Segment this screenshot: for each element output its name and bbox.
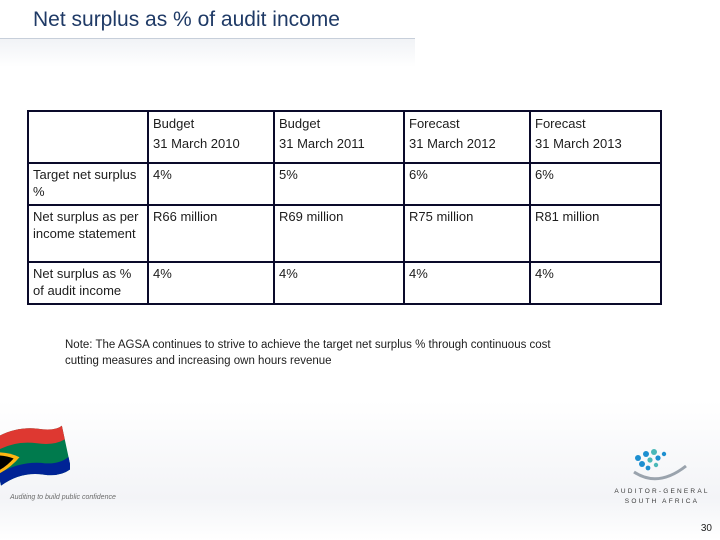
footnote: Note: The AGSA continues to strive to ac… <box>65 339 551 367</box>
table-cell: 6% <box>403 162 531 206</box>
table-cell: R66 million <box>147 204 275 263</box>
header-line1: Forecast <box>409 116 460 131</box>
table-header-row: Budget 31 March 2010 Budget 31 March 2011 … <box>27 110 662 164</box>
logo-text-line2: SOUTH AFRICA <box>624 498 700 505</box>
header-cell: Budget 31 March 2010 <box>147 110 275 164</box>
header-cell: Forecast 31 March 2013 <box>529 110 662 164</box>
table-cell: 4% <box>273 261 405 305</box>
table-cell: 4% <box>529 261 662 305</box>
row-label: Net surplus as per income statement <box>27 204 149 263</box>
agsa-emblem-icon <box>633 449 687 481</box>
table-row: Target net surplus % 4% 5% 6% 6% <box>27 162 662 206</box>
surplus-table: Budget 31 March 2010 Budget 31 March 2011 … <box>27 110 662 305</box>
table-cell: R69 million <box>273 204 405 263</box>
header-line2: 31 March 2013 <box>535 136 622 151</box>
header-empty-cell <box>27 110 149 164</box>
table-row: Net surplus as per income statement R66 … <box>27 204 662 263</box>
table-cell: 6% <box>529 162 662 206</box>
table-cell: 5% <box>273 162 405 206</box>
footer-tagline: Auditing to build public confidence <box>10 494 116 501</box>
slide-title: Net surplus as % of audit income <box>33 8 340 31</box>
header-line1: Budget <box>279 116 321 131</box>
table-cell: 4% <box>147 261 275 305</box>
table-cell: 4% <box>147 162 275 206</box>
table-cell: R75 million <box>403 204 531 263</box>
header-line1: Budget <box>153 116 195 131</box>
title-underline <box>0 38 415 67</box>
table-row: Net surplus as % of audit income 4% 4% 4… <box>27 261 662 305</box>
table-cell: 4% <box>403 261 531 305</box>
table-cell: R81 million <box>529 204 662 263</box>
header-line1: Forecast <box>535 116 586 131</box>
header-cell: Budget 31 March 2011 <box>273 110 405 164</box>
header-cell: Forecast 31 March 2012 <box>403 110 531 164</box>
header-line2: 31 March 2012 <box>409 136 496 151</box>
row-label: Target net surplus % <box>27 162 149 206</box>
south-africa-flag-icon <box>0 425 70 486</box>
logo-text-line1: AUDITOR-GENERAL <box>614 488 710 495</box>
header-line2: 31 March 2011 <box>279 136 365 151</box>
header-line2: 31 March 2010 <box>153 136 240 151</box>
auditor-general-logo: AUDITOR-GENERAL SOUTH AFRICA <box>608 442 716 505</box>
page-number: 30 <box>700 523 712 534</box>
footer-band <box>0 400 720 540</box>
row-label: Net surplus as % of audit income <box>27 261 149 305</box>
